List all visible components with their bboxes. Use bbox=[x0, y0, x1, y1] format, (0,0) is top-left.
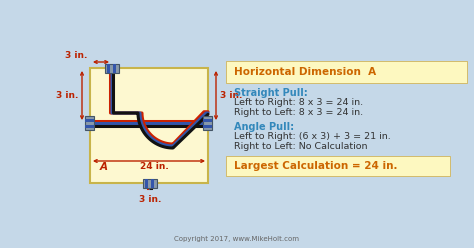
Text: 3 in.: 3 in. bbox=[220, 91, 242, 100]
Text: Left to Right: (6 x 3) + 3 = 21 in.: Left to Right: (6 x 3) + 3 = 21 in. bbox=[234, 132, 391, 141]
Text: Copyright 2017, www.MikeHolt.com: Copyright 2017, www.MikeHolt.com bbox=[174, 236, 300, 242]
Text: Right to Left: 8 x 3 = 24 in.: Right to Left: 8 x 3 = 24 in. bbox=[234, 108, 363, 117]
Text: Left to Right: 8 x 3 = 24 in.: Left to Right: 8 x 3 = 24 in. bbox=[234, 98, 363, 107]
Bar bbox=[203, 124, 212, 127]
Bar bbox=[105, 63, 119, 72]
Bar bbox=[146, 179, 148, 187]
Bar bbox=[203, 116, 212, 130]
Text: Largest Calculation = 24 in.: Largest Calculation = 24 in. bbox=[234, 161, 398, 171]
Bar bbox=[85, 124, 94, 127]
Bar bbox=[152, 179, 155, 187]
Bar bbox=[203, 119, 212, 122]
Bar bbox=[85, 119, 94, 122]
Text: Angle Pull:: Angle Pull: bbox=[234, 122, 294, 132]
Bar bbox=[143, 179, 157, 187]
FancyBboxPatch shape bbox=[226, 61, 467, 83]
Text: Right to Left: No Calculation: Right to Left: No Calculation bbox=[234, 142, 367, 151]
Text: 3 in.: 3 in. bbox=[55, 91, 78, 100]
Text: A: A bbox=[100, 162, 108, 172]
FancyBboxPatch shape bbox=[226, 156, 450, 176]
Bar bbox=[85, 116, 94, 130]
Text: 24 in.: 24 in. bbox=[140, 162, 168, 171]
Text: 3 in.: 3 in. bbox=[139, 195, 161, 204]
Bar bbox=[113, 63, 117, 72]
Text: 3 in.: 3 in. bbox=[64, 51, 87, 60]
Bar bbox=[90, 68, 208, 183]
Text: Straight Pull:: Straight Pull: bbox=[234, 88, 308, 98]
Text: Horizontal Dimension  A: Horizontal Dimension A bbox=[234, 67, 376, 77]
Bar bbox=[108, 63, 110, 72]
